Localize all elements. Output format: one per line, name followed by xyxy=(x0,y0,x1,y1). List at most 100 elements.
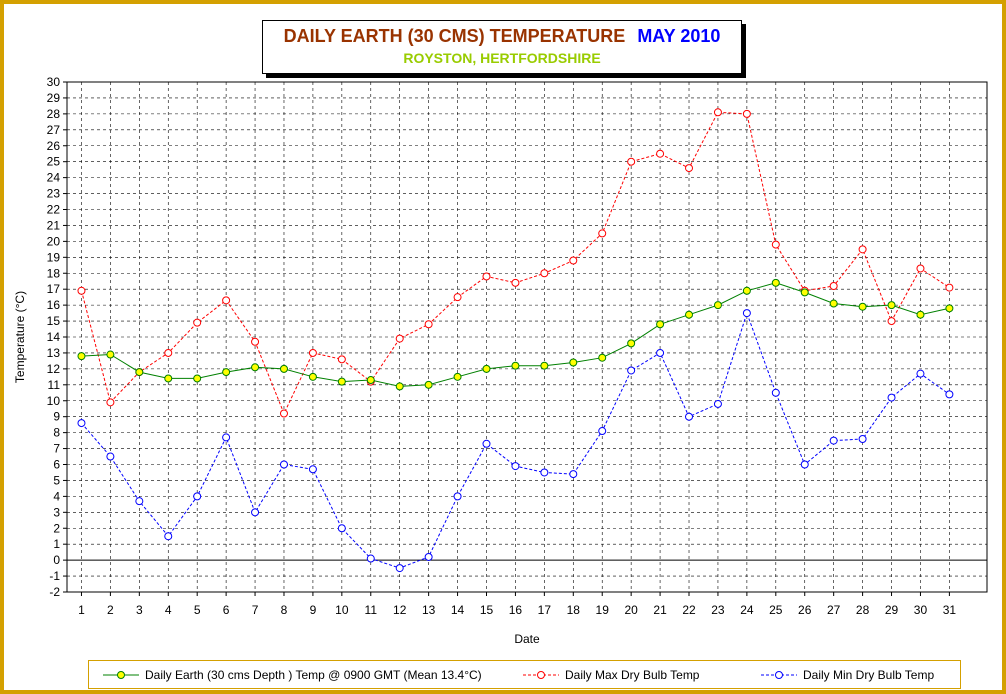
legend-swatch-min xyxy=(761,670,797,679)
x-tick-label: 3 xyxy=(136,603,143,617)
series-earth-point xyxy=(251,363,260,372)
x-tick-label: 27 xyxy=(827,603,841,617)
x-tick-label: 22 xyxy=(682,603,696,617)
series-earth-point xyxy=(366,376,375,385)
series-earth-point xyxy=(482,364,491,373)
series-min xyxy=(77,309,954,573)
x-tick-label: 24 xyxy=(740,603,754,617)
series-earth-point xyxy=(222,368,231,377)
chart-title: DAILY EARTH (30 CMS) TEMPERATURE xyxy=(283,26,626,46)
y-tick-label: -2 xyxy=(49,585,60,599)
x-tick-label: 6 xyxy=(223,603,230,617)
series-min-point xyxy=(279,460,288,469)
series-max-point xyxy=(656,149,665,158)
series-max-point xyxy=(713,108,722,117)
y-tick-label: 8 xyxy=(53,426,60,440)
series-earth-point xyxy=(77,352,86,361)
y-tick-label: 10 xyxy=(47,394,61,408)
legend-item-earth: Daily Earth (30 cms Depth ) Temp @ 0900 … xyxy=(101,661,482,688)
x-tick-label: 31 xyxy=(943,603,957,617)
y-tick-label: 4 xyxy=(53,489,60,503)
series-min-point xyxy=(858,435,867,443)
series-min-point xyxy=(77,419,86,428)
series-max-point xyxy=(251,337,260,346)
y-tick-label: 21 xyxy=(47,218,61,232)
x-tick-label: 11 xyxy=(365,603,378,617)
series-min-point xyxy=(337,524,346,533)
y-tick-label: 15 xyxy=(47,314,61,328)
x-tick-label: 17 xyxy=(538,603,552,617)
series-earth-point xyxy=(279,364,288,373)
series-min-point xyxy=(742,309,751,318)
series-max-point xyxy=(77,286,86,295)
y-tick-label: 11 xyxy=(48,378,61,392)
series-earth-point xyxy=(945,304,954,313)
legend-label-earth: Daily Earth (30 cms Depth ) Temp @ 0900 … xyxy=(145,667,482,682)
y-tick-label: 1 xyxy=(53,537,60,551)
series-min-point xyxy=(193,492,202,501)
x-tick-label: 28 xyxy=(856,603,870,617)
series-earth-point xyxy=(598,353,607,362)
series-min-point xyxy=(627,366,636,375)
x-tick-label: 16 xyxy=(509,603,523,617)
series-max-point xyxy=(598,229,607,238)
series-earth xyxy=(77,278,954,391)
x-tick-label: 7 xyxy=(252,603,259,617)
y-tick-label: 23 xyxy=(47,187,61,201)
chart-title-box: DAILY EARTH (30 CMS) TEMPERATURE MAY 2010… xyxy=(262,20,742,74)
series-earth-point xyxy=(193,374,202,383)
series-min-point xyxy=(569,470,578,479)
y-tick-label: 27 xyxy=(47,123,61,137)
y-tick-label: 3 xyxy=(53,505,60,519)
chart-title-month: MAY 2010 xyxy=(637,26,721,46)
series-max-point xyxy=(685,164,694,173)
y-tick-label: -1 xyxy=(49,569,60,583)
y-tick-label: 0 xyxy=(53,553,60,567)
series-earth-point xyxy=(337,377,346,386)
series-max-point xyxy=(337,355,346,364)
x-tick-label: 12 xyxy=(393,603,407,617)
series-max-point xyxy=(540,269,549,278)
x-tick-label: 8 xyxy=(281,603,288,617)
series-max-point xyxy=(858,245,867,254)
series-earth-point xyxy=(742,286,751,295)
x-tick-label: 1 xyxy=(78,603,85,617)
series-earth-point xyxy=(135,368,144,377)
y-tick-label: 30 xyxy=(47,75,61,89)
series-max-point xyxy=(742,109,751,118)
x-axis-label: Date xyxy=(514,632,540,646)
y-tick-label: 5 xyxy=(53,473,60,487)
y-tick-label: 17 xyxy=(47,282,61,296)
y-tick-label: 26 xyxy=(47,139,61,153)
series-min-point xyxy=(656,348,665,357)
series-max-point xyxy=(482,272,491,281)
x-tick-label: 29 xyxy=(885,603,899,617)
series-max-point xyxy=(279,409,288,418)
series-earth-point xyxy=(656,320,665,329)
series-min-point xyxy=(800,460,809,469)
y-tick-label: 2 xyxy=(53,521,60,535)
x-tick-label: 10 xyxy=(335,603,349,617)
series-min-point xyxy=(308,465,317,474)
series-min-point xyxy=(482,439,491,448)
series-earth-point xyxy=(424,380,433,389)
y-axis-label: Temperature (°C) xyxy=(13,291,27,383)
series-max-point xyxy=(424,320,433,329)
x-tick-label: 25 xyxy=(769,603,783,617)
series-earth-point xyxy=(569,358,578,367)
x-tick-label: 30 xyxy=(914,603,928,617)
y-tick-label: 22 xyxy=(47,203,61,217)
series-earth-point xyxy=(627,339,636,348)
series-earth-point xyxy=(858,302,867,311)
x-tick-label: 4 xyxy=(165,603,172,617)
series-min-point xyxy=(395,564,404,573)
series-max-point xyxy=(627,157,636,166)
legend-item-max: Daily Max Dry Bulb Temp xyxy=(521,661,699,688)
x-tick-label: 23 xyxy=(711,603,725,617)
series-min-point xyxy=(916,369,925,378)
chart-legend: Daily Earth (30 cms Depth ) Temp @ 0900 … xyxy=(88,660,961,689)
series-min-point xyxy=(106,452,115,461)
x-tick-label: 5 xyxy=(194,603,201,617)
series-min-point xyxy=(511,462,520,471)
series-min-point xyxy=(453,492,462,501)
